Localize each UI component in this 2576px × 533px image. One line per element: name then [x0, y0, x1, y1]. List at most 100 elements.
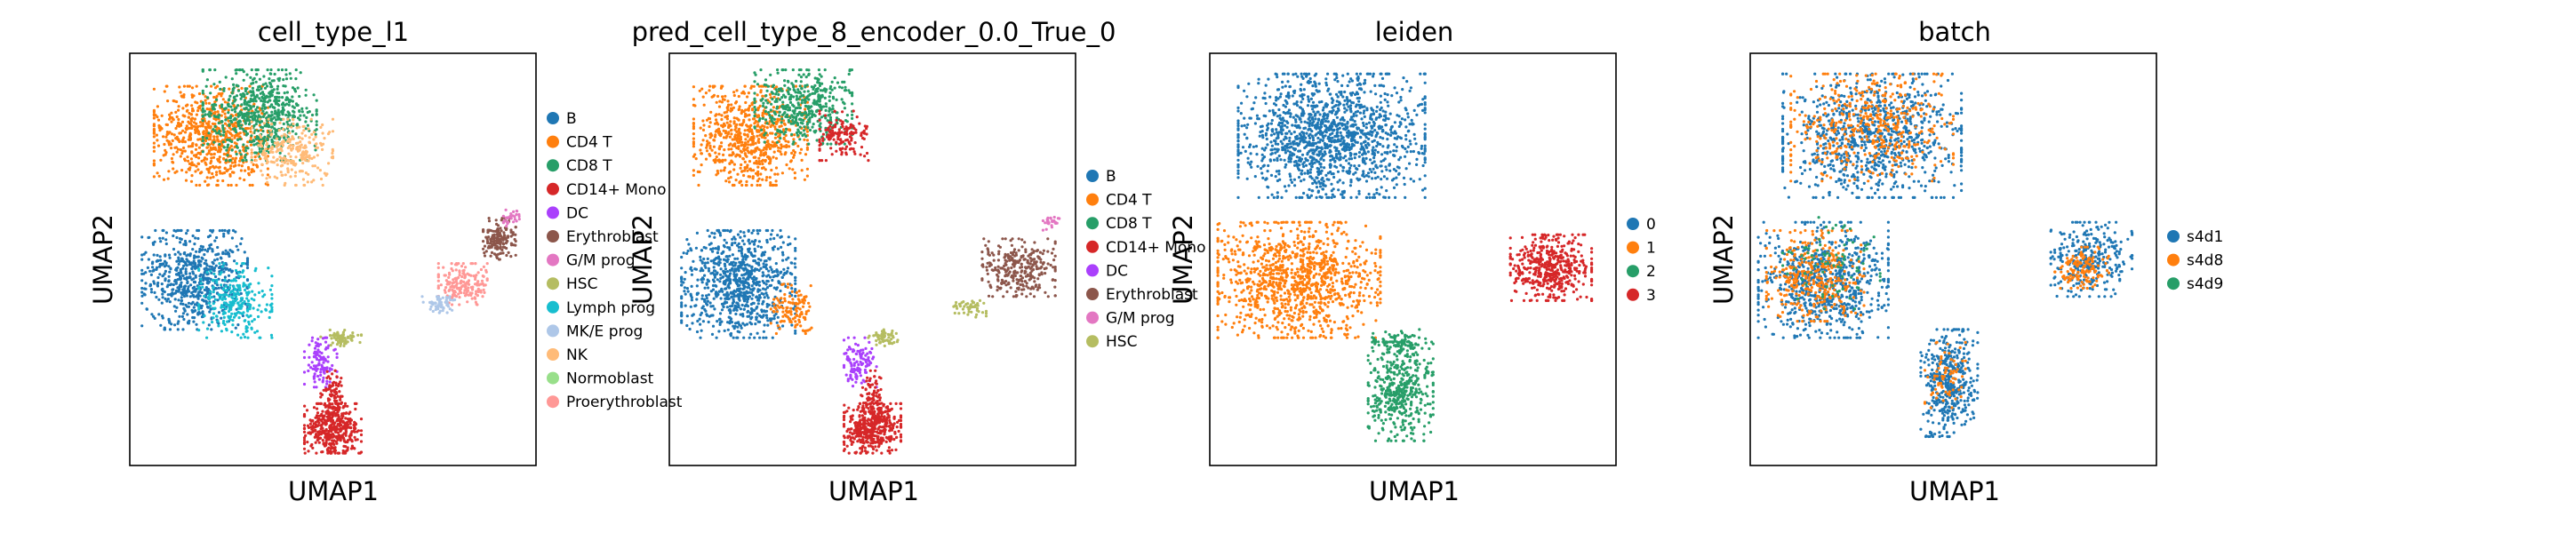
scatter-point — [776, 247, 780, 251]
scatter-point — [313, 346, 317, 350]
scatter-point — [718, 160, 722, 163]
scatter-point — [443, 274, 446, 277]
scatter-point — [833, 109, 836, 113]
scatter-point — [326, 355, 330, 359]
scatter-point — [201, 107, 204, 110]
scatter-point — [800, 101, 804, 105]
scatter-point — [314, 441, 317, 444]
scatter-point — [177, 298, 180, 302]
scatter-point — [180, 271, 183, 274]
scatter-point — [276, 144, 280, 147]
scatter-point — [805, 174, 810, 178]
scatter-point — [213, 123, 217, 126]
scatter-point — [832, 138, 836, 141]
scatter-point — [312, 406, 316, 410]
scatter-point — [167, 253, 172, 257]
scatter-point — [260, 126, 265, 130]
scatter-point — [738, 105, 741, 108]
scatter-point — [310, 361, 314, 364]
scatter-point — [479, 290, 483, 294]
scatter-point — [780, 96, 784, 99]
scatter-point — [823, 68, 827, 72]
scatter-point — [793, 133, 796, 137]
scatter-point — [152, 127, 156, 131]
scatter-point — [205, 264, 209, 267]
scatter-point — [212, 152, 216, 155]
scatter-point — [723, 123, 727, 127]
scatter-point — [784, 107, 788, 111]
scatter-point — [325, 379, 329, 383]
scatter-point — [769, 73, 772, 76]
scatter-point — [244, 146, 248, 149]
scatter-point — [294, 68, 298, 72]
scatter-point — [204, 259, 208, 262]
scatter-point — [229, 119, 233, 123]
scatter-point — [199, 244, 203, 248]
scatter-point — [250, 126, 254, 130]
scatter-point — [229, 279, 233, 282]
scatter-point — [232, 164, 236, 168]
scatter-point — [244, 262, 248, 266]
scatter-point — [196, 228, 199, 233]
scatter-point — [223, 311, 227, 314]
scatter-point — [692, 132, 696, 136]
scatter-point — [862, 129, 866, 132]
scatter-point — [458, 274, 461, 277]
scatter-point — [492, 242, 496, 245]
scatter-point — [284, 73, 288, 76]
scatter-point — [171, 288, 174, 291]
scatter-point — [197, 146, 201, 149]
scatter-point — [286, 125, 290, 129]
scatter-point — [280, 160, 284, 163]
scatter-point — [748, 130, 751, 133]
scatter-point — [198, 138, 202, 141]
scatter-point — [218, 229, 221, 233]
scatter-point — [160, 301, 164, 305]
scatter-point — [246, 127, 250, 131]
legend-marker — [547, 112, 559, 124]
scatter-point — [288, 114, 292, 117]
scatter-point — [335, 343, 340, 346]
scatter-point — [167, 279, 171, 282]
scatter-point — [260, 163, 264, 166]
scatter-point — [829, 84, 833, 89]
scatter-point — [796, 106, 799, 110]
scatter-point — [338, 390, 341, 394]
scatter-point — [804, 104, 808, 107]
scatter-point — [359, 333, 364, 337]
scatter-point — [430, 300, 434, 304]
scatter-point — [800, 87, 804, 91]
scatter-point — [780, 153, 783, 156]
scatter-point — [811, 91, 815, 95]
scatter-point — [186, 155, 189, 159]
scatter-point — [187, 285, 190, 289]
scatter-point — [325, 382, 329, 386]
scatter-point — [140, 290, 144, 294]
scatter-point — [743, 84, 747, 88]
scatter-point — [212, 316, 215, 320]
scatter-point — [722, 153, 725, 156]
scatter-point — [180, 237, 183, 241]
scatter-point — [216, 110, 220, 114]
scatter-point — [155, 133, 158, 137]
scatter-point — [180, 169, 184, 172]
scatter-point — [308, 355, 311, 359]
scatter-point — [190, 95, 194, 99]
scatter-point — [199, 248, 203, 251]
scatter-point — [474, 300, 478, 304]
scatter-point — [252, 306, 255, 310]
legend-label: Normoblast — [566, 370, 654, 388]
scatter-point — [716, 171, 720, 175]
scatter-point — [773, 136, 778, 139]
scatter-point — [230, 312, 234, 315]
scatter-point — [327, 375, 331, 378]
scatter-point — [824, 90, 828, 93]
scatter-point — [786, 115, 789, 119]
scatter-point — [454, 295, 459, 298]
scatter-point — [759, 91, 763, 94]
scatter-point — [172, 247, 176, 251]
scatter-point — [323, 414, 326, 418]
scatter-point — [203, 299, 206, 303]
y-axis-label: UMAP2 — [88, 214, 118, 305]
scatter-point — [798, 131, 802, 135]
